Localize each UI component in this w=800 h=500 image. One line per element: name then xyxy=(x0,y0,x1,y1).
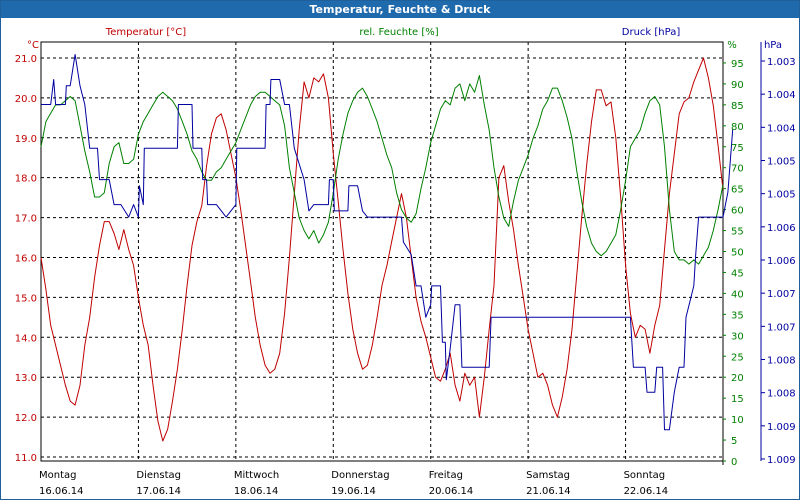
humidity-tick-label: 60 xyxy=(731,206,744,217)
pressure-tick-label: 1.005 xyxy=(767,190,796,201)
temperature-tick-label: 20.0 xyxy=(15,94,37,105)
day-date-label: 18.06.14 xyxy=(234,486,279,497)
humidity-tick-label: 85 xyxy=(731,101,744,112)
tick-layer: 11.0 12.0 13.0 14.0 15.0 16.0 17.0 18.0 19.0 20.0… xyxy=(15,54,796,497)
pressure-tick-label: 1.004 xyxy=(767,123,796,134)
humidity-tick-label: 65 xyxy=(731,185,744,196)
pressure-tick-label: 1.008 xyxy=(767,356,796,367)
temperature-tick-label: 21.0 xyxy=(15,54,37,65)
humidity-tick-label: 50 xyxy=(731,248,744,259)
chart-title: Temperatur, Feuchte & Druck xyxy=(1,1,799,18)
humidity-tick-label: 40 xyxy=(731,289,744,300)
humidity-tick-label: 70 xyxy=(731,164,744,175)
humidity-series-line xyxy=(40,75,724,265)
plot-frame xyxy=(40,41,724,462)
humidity-tick-label: 80 xyxy=(731,122,744,133)
humidity-tick-label: 10 xyxy=(731,415,744,426)
humidity-axis-label: rel. Feuchte [%] xyxy=(359,27,438,38)
day-date-label: 21.06.14 xyxy=(526,486,571,497)
day-date-label: 17.06.14 xyxy=(136,486,181,497)
humidity-tick-label: 35 xyxy=(731,310,744,321)
humidity-tick-label: 75 xyxy=(731,143,744,154)
pressure-tick-label: 1.009 xyxy=(767,422,796,433)
day-name-label: Sonntag xyxy=(624,470,666,481)
pressure-tick-label: 1.007 xyxy=(767,322,796,333)
humidity-tick-label: 45 xyxy=(731,268,744,279)
pressure-unit-label: hPa xyxy=(764,40,782,51)
temperature-tick-label: 11.0 xyxy=(15,453,37,464)
temperature-tick-label: 12.0 xyxy=(15,413,37,424)
temperature-tick-label: 18.0 xyxy=(15,174,37,185)
day-name-label: Mittwoch xyxy=(234,470,279,481)
day-name-label: Montag xyxy=(39,470,76,481)
pressure-axis-label: Druck [hPa] xyxy=(622,27,681,38)
day-name-label: Dienstag xyxy=(136,470,181,481)
temperature-tick-label: 17.0 xyxy=(15,214,37,225)
day-date-label: 16.06.14 xyxy=(39,486,84,497)
series-layer xyxy=(40,54,734,442)
temperature-tick-label: 15.0 xyxy=(15,293,37,304)
day-date-label: 20.06.14 xyxy=(429,486,474,497)
humidity-tick-label: 25 xyxy=(731,352,744,363)
temperature-tick-label: 16.0 xyxy=(15,253,37,264)
humidity-tick-label: 95 xyxy=(731,59,744,70)
temperature-tick-label: 13.0 xyxy=(15,373,37,384)
pressure-tick-label: 1.003 xyxy=(767,57,796,68)
humidity-tick-label: 20 xyxy=(731,373,744,384)
day-date-label: 22.06.14 xyxy=(624,486,669,497)
pressure-tick-label: 1.007 xyxy=(767,289,796,300)
day-date-label: 19.06.14 xyxy=(331,486,376,497)
humidity-tick-label: 30 xyxy=(731,331,744,342)
temperature-axis-label: Temperatur [°C] xyxy=(105,27,186,38)
humidity-tick-label: 0 xyxy=(731,457,737,468)
temperature-series-line xyxy=(40,57,724,442)
pressure-tick-label: 1.008 xyxy=(767,389,796,400)
day-name-label: Samstag xyxy=(526,470,570,481)
temperature-tick-label: 19.0 xyxy=(15,134,37,145)
temperature-unit-label: °C xyxy=(27,40,39,51)
humidity-unit-label: % xyxy=(727,40,737,51)
pressure-tick-label: 1.006 xyxy=(767,223,796,234)
humidity-tick-label: 55 xyxy=(731,227,744,238)
humidity-tick-label: 90 xyxy=(731,80,744,91)
pressure-tick-label: 1.006 xyxy=(767,256,796,267)
humidity-tick-label: 15 xyxy=(731,394,744,405)
grid-layer xyxy=(40,41,765,465)
day-name-label: Donnerstag xyxy=(331,470,389,481)
humidity-tick-label: 5 xyxy=(731,436,737,447)
pressure-tick-label: 1.005 xyxy=(767,157,796,168)
chart-canvas: °C Temperatur [°C] rel. Feuchte [%] Druc… xyxy=(15,27,796,497)
temperature-tick-label: 14.0 xyxy=(15,333,37,344)
pressure-tick-label: 1.004 xyxy=(767,90,796,101)
pressure-tick-label: 1.009 xyxy=(767,455,796,466)
day-name-label: Freitag xyxy=(429,470,463,481)
pressure-series-line xyxy=(41,54,734,431)
